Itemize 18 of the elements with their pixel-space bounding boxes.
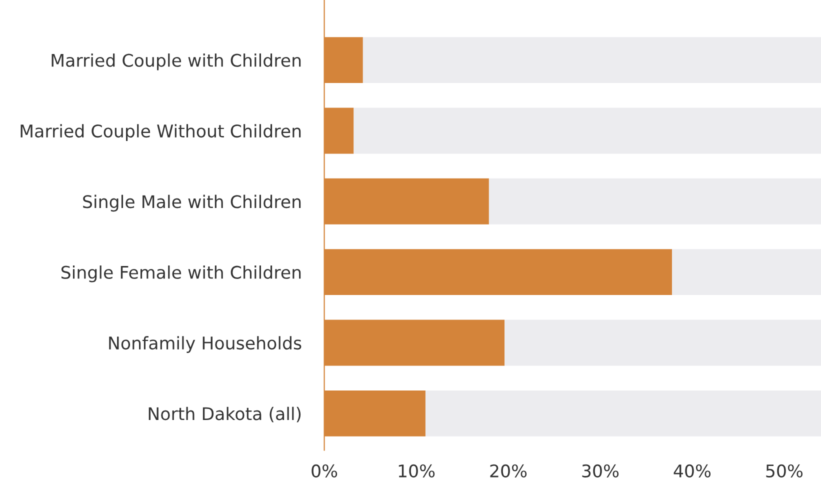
bar xyxy=(425,390,821,436)
x-tick-label: 10% xyxy=(398,464,435,478)
y-tick-label: Married Couple Without Children xyxy=(20,124,301,141)
x-tick-label: 30% xyxy=(582,464,619,478)
bar xyxy=(672,249,821,296)
x-tick-label: 50% xyxy=(766,464,803,478)
y-tick-label: Married Couple with Children xyxy=(52,53,301,70)
bar xyxy=(504,320,821,366)
x-tick-label: 40% xyxy=(674,464,711,478)
x-tick-label: 20% xyxy=(490,464,527,478)
y-tick-label: Single Female with Children xyxy=(61,265,301,282)
x-tick-label: 0% xyxy=(312,464,338,478)
bar xyxy=(362,37,821,84)
bar xyxy=(354,108,821,154)
y-tick-label: North Dakota (all) xyxy=(148,406,301,422)
y-tick-label: Nonfamily Households xyxy=(109,336,302,353)
bar xyxy=(488,178,821,224)
y-tick-label: Single Male with Children xyxy=(83,194,301,212)
